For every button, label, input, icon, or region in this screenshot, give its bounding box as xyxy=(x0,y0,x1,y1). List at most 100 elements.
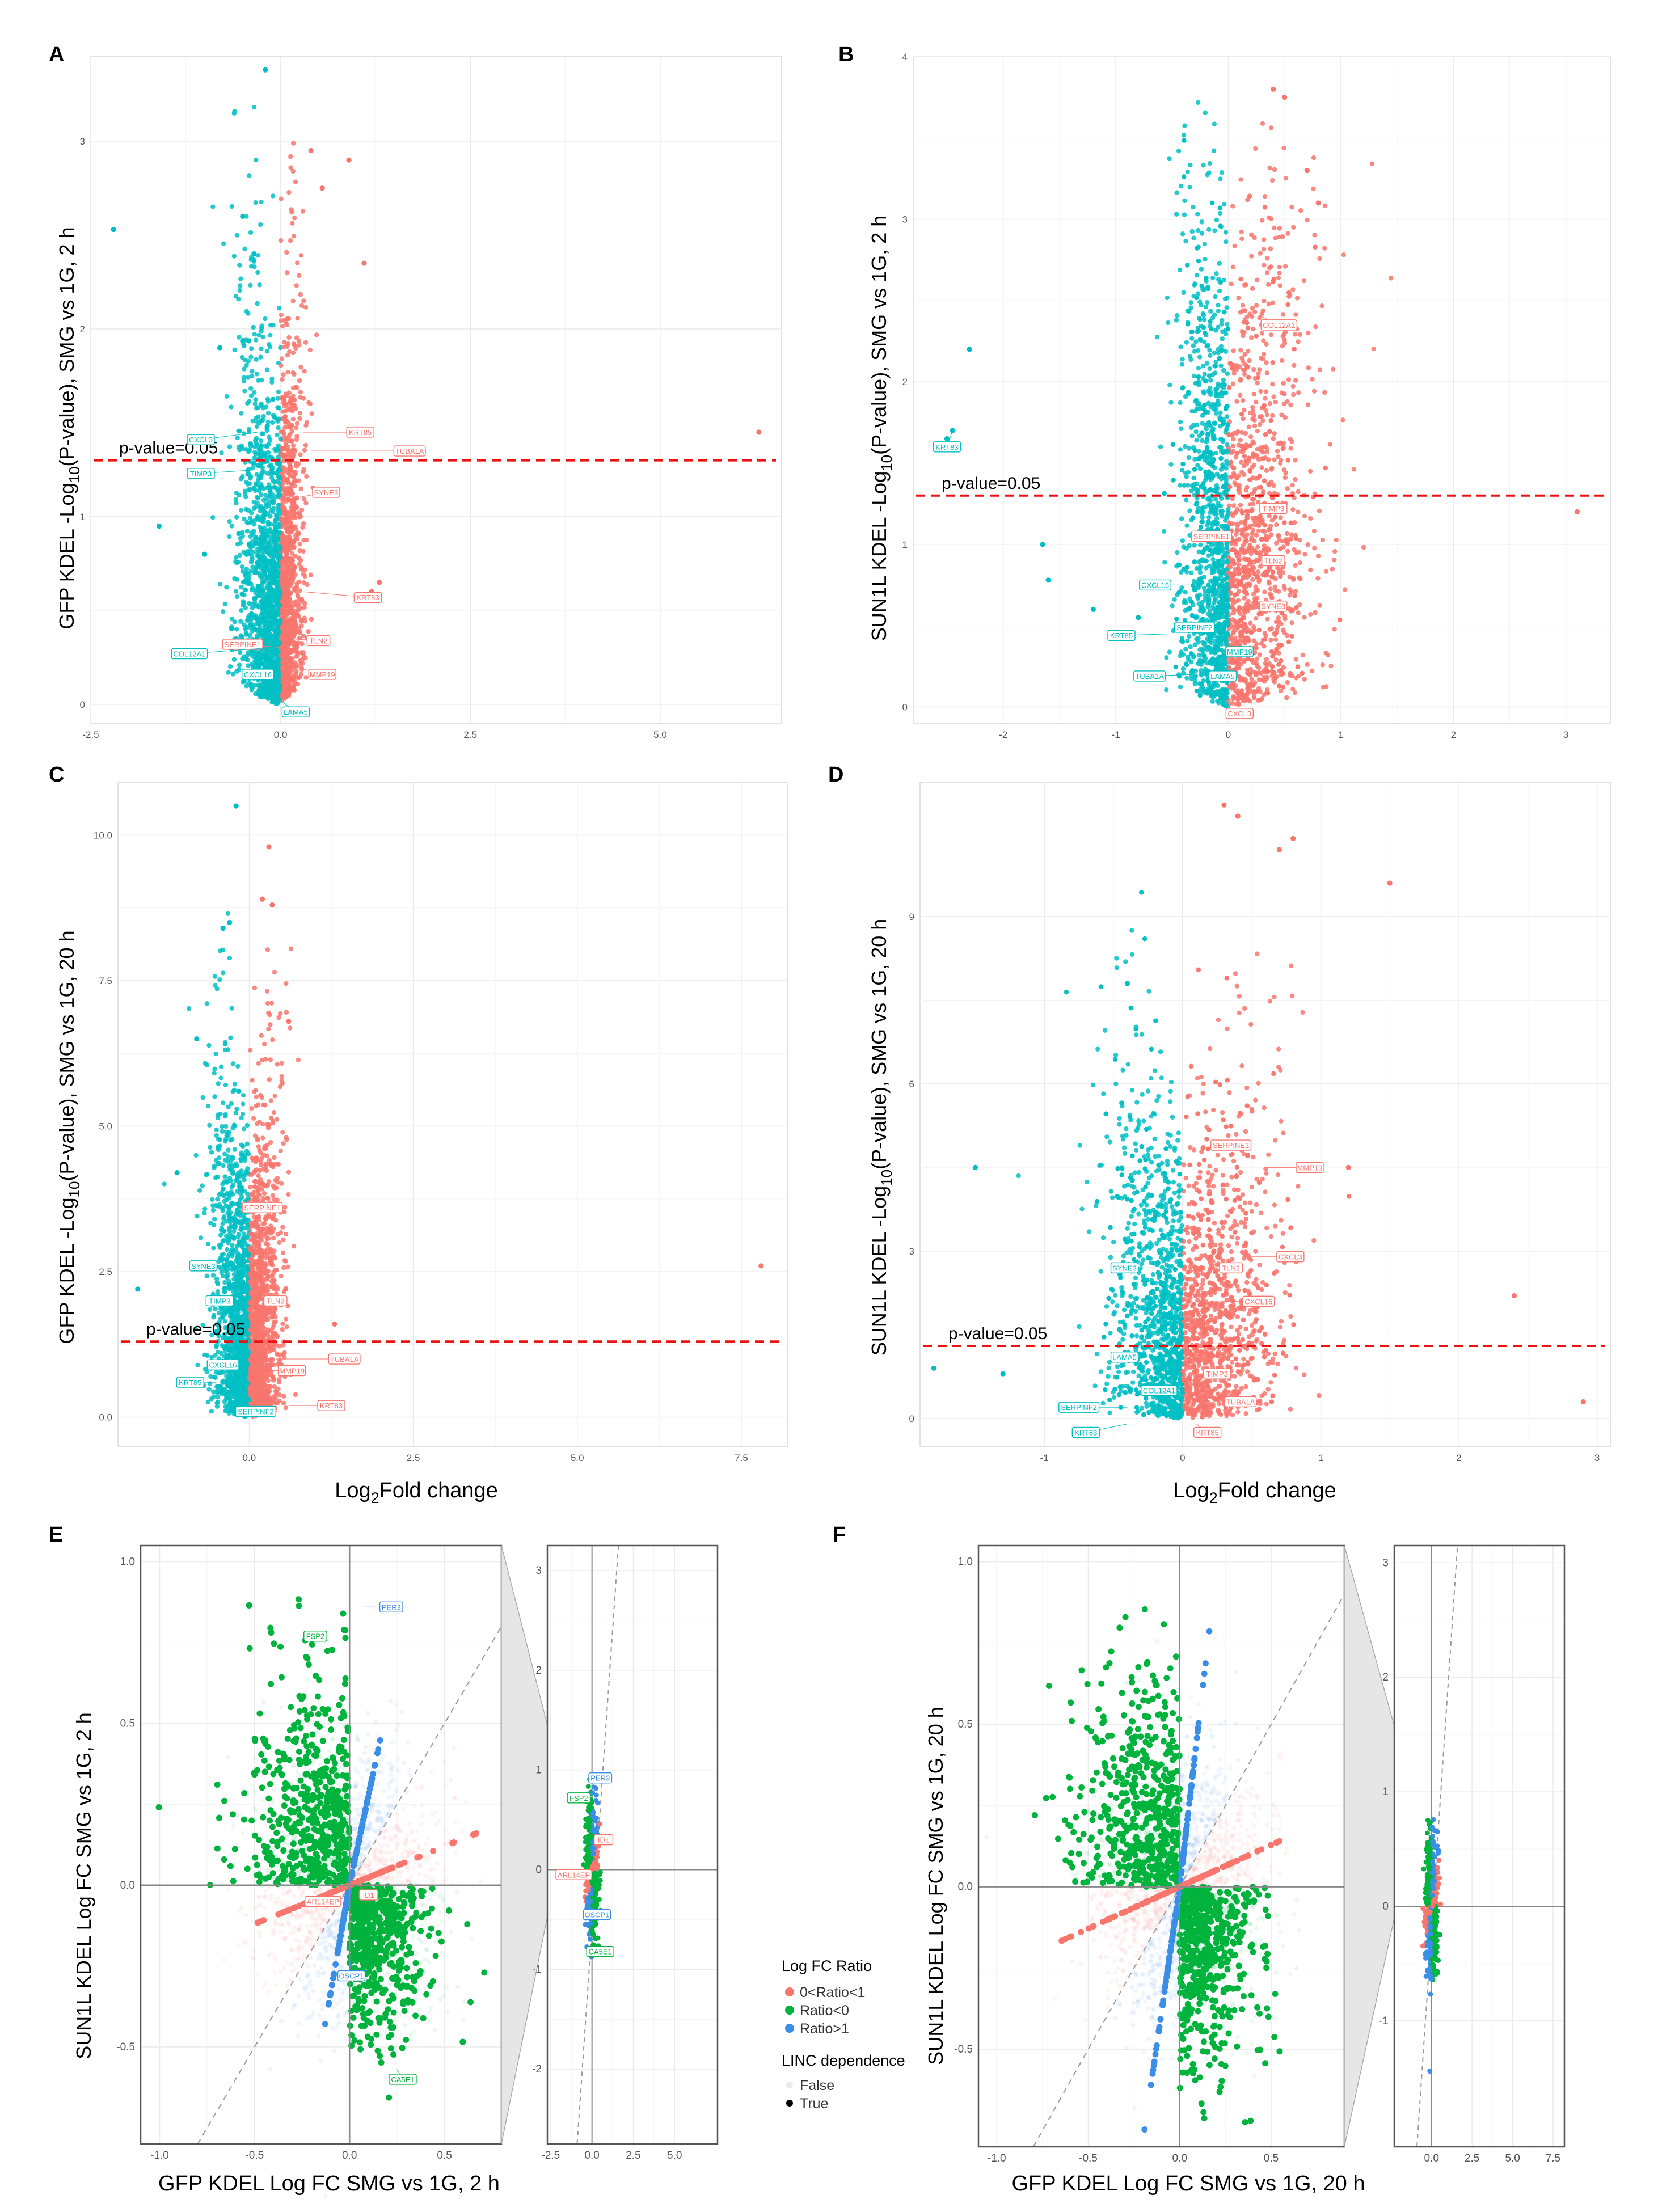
panel-a-data-point xyxy=(228,664,233,669)
panel-b-data-point xyxy=(1270,382,1275,386)
panel-a-data-point xyxy=(275,433,279,437)
panel-a-data-point xyxy=(291,501,296,505)
panel-a-data-point xyxy=(263,653,268,657)
panel-a-data-point xyxy=(309,617,314,622)
panel-a-data-point xyxy=(293,645,297,650)
panel-a-data-point xyxy=(258,574,263,579)
panel-a-data-point xyxy=(255,424,259,429)
panel-a-data-point xyxy=(293,527,298,531)
panel-a-data-point xyxy=(221,609,225,614)
panel-a-data-point xyxy=(288,425,293,429)
panel-a-data-point xyxy=(269,486,273,490)
panel-a-data-point xyxy=(253,571,258,575)
panel-a-y-tick-label: 3 xyxy=(80,136,85,147)
panel-a-data-point xyxy=(221,242,226,246)
panel-a-data-point xyxy=(241,679,245,684)
panel-a-data-point xyxy=(248,230,253,235)
panel-a-data-point xyxy=(273,525,277,529)
panel-a-data-point xyxy=(280,471,284,476)
panel-a-data-point xyxy=(290,394,295,398)
volcano-plot-b: -2 -1 0 1 2 301234p-value=0.05KRT83COL12A1TIM… xyxy=(902,52,1611,740)
panel-a-data-point xyxy=(286,655,290,660)
panel-a-data-point xyxy=(273,415,277,420)
panel-a-data-point xyxy=(246,359,251,364)
panel-a-data-point xyxy=(289,486,293,491)
panel-a-data-point xyxy=(291,386,296,390)
panel-a-data-point xyxy=(246,449,251,454)
panel-a-data-point xyxy=(232,657,237,662)
panel-a-data-point xyxy=(310,411,314,416)
panel-a-data-point xyxy=(239,476,243,481)
panel-a-data-point xyxy=(288,607,292,611)
panel-a-data-point xyxy=(271,506,276,510)
panel-a-data-point xyxy=(277,640,282,645)
panel-a-data-point xyxy=(266,586,271,591)
panel-a-data-point xyxy=(273,610,277,615)
panel-a-data-point xyxy=(236,560,241,564)
panel-a-data-point xyxy=(276,674,281,678)
panel-a-data-point xyxy=(285,541,289,545)
panel-a-outlier-point xyxy=(309,148,314,153)
panel-a-data-point xyxy=(251,529,256,533)
panel-a-data-point xyxy=(277,481,281,486)
panel-a-data-point xyxy=(252,105,256,109)
panel-a-data-point xyxy=(240,564,244,569)
panel-a-data-point xyxy=(302,448,307,453)
panel-a-data-point xyxy=(299,303,304,308)
panel-a-data-point xyxy=(294,585,299,589)
panel-a-data-point xyxy=(299,487,303,491)
panel-a-data-point xyxy=(264,428,269,433)
panel-a-data-point xyxy=(265,459,269,463)
panel-a-data-point xyxy=(277,530,282,535)
panel-a-data-point xyxy=(277,306,281,310)
panel-a-data-point xyxy=(265,420,270,424)
volcano-plot-a: -2.5 0.0 2.5 5.00123p-value=0.05KRT85TUBA1A… xyxy=(80,57,782,740)
panel-a-data-point xyxy=(272,497,276,501)
panel-a-data-point xyxy=(265,444,269,449)
panel-b-y-tick-label: 3 xyxy=(902,214,908,225)
panel-a-data-point xyxy=(258,222,263,227)
panel-a-data-point xyxy=(303,340,308,345)
panel-b-data-point xyxy=(1183,394,1188,399)
panel-a-data-point xyxy=(256,563,261,568)
panel-a-data-point xyxy=(291,141,296,145)
panel-b-y-tick-label: 4 xyxy=(902,52,908,62)
panel-a-gene-label: CXCL3 xyxy=(189,436,213,444)
panel-a-data-point xyxy=(263,454,268,459)
panel-a-data-point xyxy=(238,650,242,655)
panel-a-data-point xyxy=(295,316,299,320)
panel-a-data-point xyxy=(275,660,280,664)
panel-b-data-point xyxy=(1241,416,1245,421)
panel-a-data-point xyxy=(264,563,269,568)
panel-a-data-point xyxy=(259,403,264,408)
panel-a-data-point xyxy=(247,573,251,577)
figure-canvas: A B C D E F -2.5 0.0 2.5 5.00123p-value=0.0… xyxy=(0,0,1658,2212)
panel-a-data-point xyxy=(299,623,304,628)
panel-a-data-point xyxy=(227,534,231,539)
panel-a-data-point xyxy=(243,572,247,576)
panel-a-data-point xyxy=(258,542,262,547)
panel-a-data-point xyxy=(293,626,298,631)
panel-a-data-point xyxy=(288,238,293,243)
panel-a-data-point xyxy=(286,335,291,340)
panel-a-outlier-point xyxy=(251,251,256,256)
panel-a-data-point xyxy=(265,688,269,693)
panel-a-data-point xyxy=(288,154,293,159)
panel-a-data-point xyxy=(252,332,257,336)
panel-a-data-point xyxy=(258,354,263,359)
panel-a-data-point xyxy=(299,253,303,257)
panel-a-data-point xyxy=(276,668,281,672)
panel-a-data-point xyxy=(272,687,277,691)
panel-a-data-point xyxy=(242,366,246,371)
panel-a-data-point xyxy=(290,299,295,303)
panel-letter-f: F xyxy=(833,1523,846,1547)
panel-a-data-point xyxy=(301,209,305,213)
panel-b-data-point xyxy=(1224,239,1228,244)
panel-a-data-point xyxy=(241,550,246,555)
panel-a-data-point xyxy=(279,313,284,317)
panel-a-data-point xyxy=(241,599,246,603)
panel-a-data-point xyxy=(282,416,286,420)
panel-a-data-point xyxy=(294,283,299,288)
panel-a-data-point xyxy=(250,564,255,569)
panel-a-data-point xyxy=(261,580,266,584)
